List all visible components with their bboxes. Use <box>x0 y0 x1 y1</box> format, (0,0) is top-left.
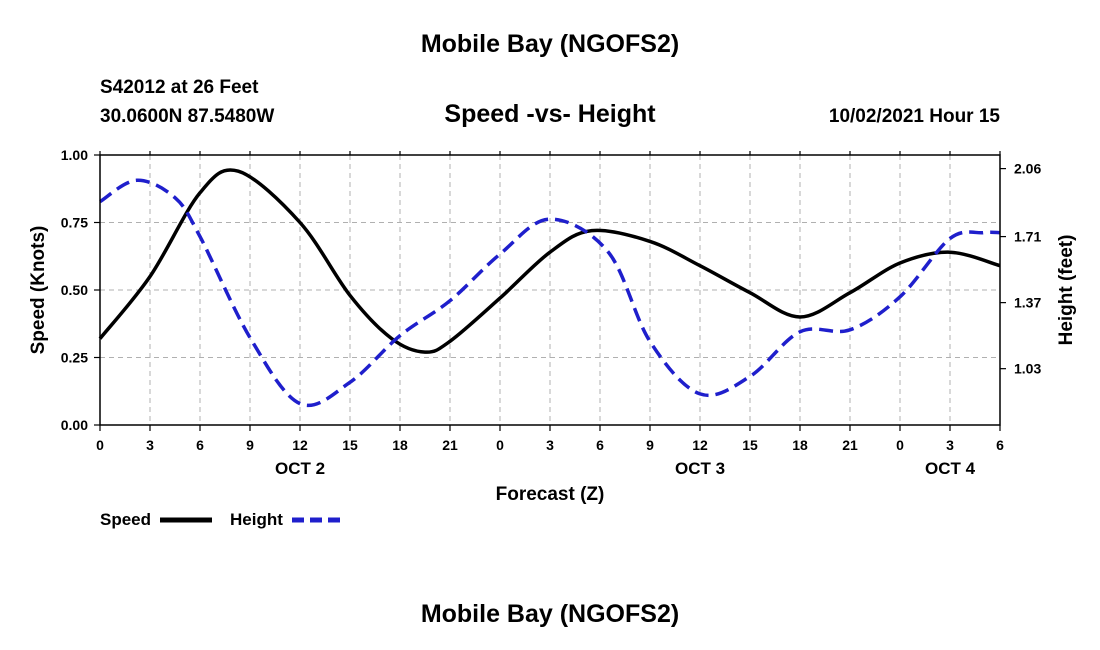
series-line-speed <box>98 168 1001 354</box>
series-layer <box>98 168 1001 408</box>
x-tick-label: 18 <box>792 437 808 453</box>
x-tick-label: 6 <box>196 437 204 453</box>
day-label: OCT 4 <box>925 459 976 478</box>
x-tick-label: 9 <box>646 437 654 453</box>
y-tick-label-right: 1.37 <box>1014 295 1041 311</box>
y-tick-label-right: 1.03 <box>1014 361 1041 377</box>
series-line-height <box>99 178 1001 408</box>
y-tick-label-left: 0.25 <box>61 350 88 366</box>
axes: 0 3 6 9 12 15 18 21 0 3 6 9 12 15 18 21 0 3 6 OCT 2 OCT 3 OCT… <box>61 147 1042 478</box>
y-tick-label-right: 2.06 <box>1014 161 1041 177</box>
forecast-datetime: 10/02/2021 Hour 15 <box>828 106 1000 127</box>
y-tick-label-left: 1.00 <box>61 147 88 163</box>
x-tick-label: 0 <box>96 437 104 453</box>
legend-label-height: Height <box>230 510 283 529</box>
x-tick-label: 0 <box>496 437 504 453</box>
x-tick-label: 21 <box>842 437 858 453</box>
x-tick-label: 12 <box>692 437 708 453</box>
footer-title: Mobile Bay (NGOFS2) <box>420 600 680 628</box>
legend-label-speed: Speed <box>100 510 151 529</box>
y-tick-label-left: 0.00 <box>61 417 88 433</box>
x-tick-label: 15 <box>742 437 758 453</box>
day-label: OCT 2 <box>275 459 325 478</box>
x-tick-label: 3 <box>546 437 554 453</box>
y-tick-label-right: 1.71 <box>1014 229 1041 245</box>
grid <box>100 155 1000 425</box>
station-label: S42012 at 26 Feet <box>100 77 259 98</box>
chart-title: Speed -vs- Height <box>444 100 656 128</box>
y-axis-label-left: Speed (Knots) <box>28 226 49 355</box>
day-label: OCT 3 <box>675 459 725 478</box>
x-tick-label: 3 <box>146 437 154 453</box>
x-tick-label: 0 <box>896 437 904 453</box>
x-tick-label: 21 <box>442 437 458 453</box>
page-title: Mobile Bay (NGOFS2) <box>420 30 680 58</box>
station-coordinates: 30.0600N 87.5480W <box>100 106 275 127</box>
x-tick-label: 3 <box>946 437 954 453</box>
x-tick-label: 12 <box>292 437 308 453</box>
y-tick-label-left: 0.50 <box>61 282 88 298</box>
x-tick-label: 9 <box>246 437 254 453</box>
y-tick-label-left: 0.75 <box>61 215 88 231</box>
x-axis-label: Forecast (Z) <box>496 484 605 505</box>
x-tick-label: 15 <box>342 437 358 453</box>
y-axis-label-right: Height (feet) <box>1056 235 1077 346</box>
legend: Speed Height <box>100 510 344 529</box>
x-tick-label: 6 <box>596 437 604 453</box>
x-tick-label: 6 <box>996 437 1004 453</box>
x-tick-label: 18 <box>392 437 408 453</box>
